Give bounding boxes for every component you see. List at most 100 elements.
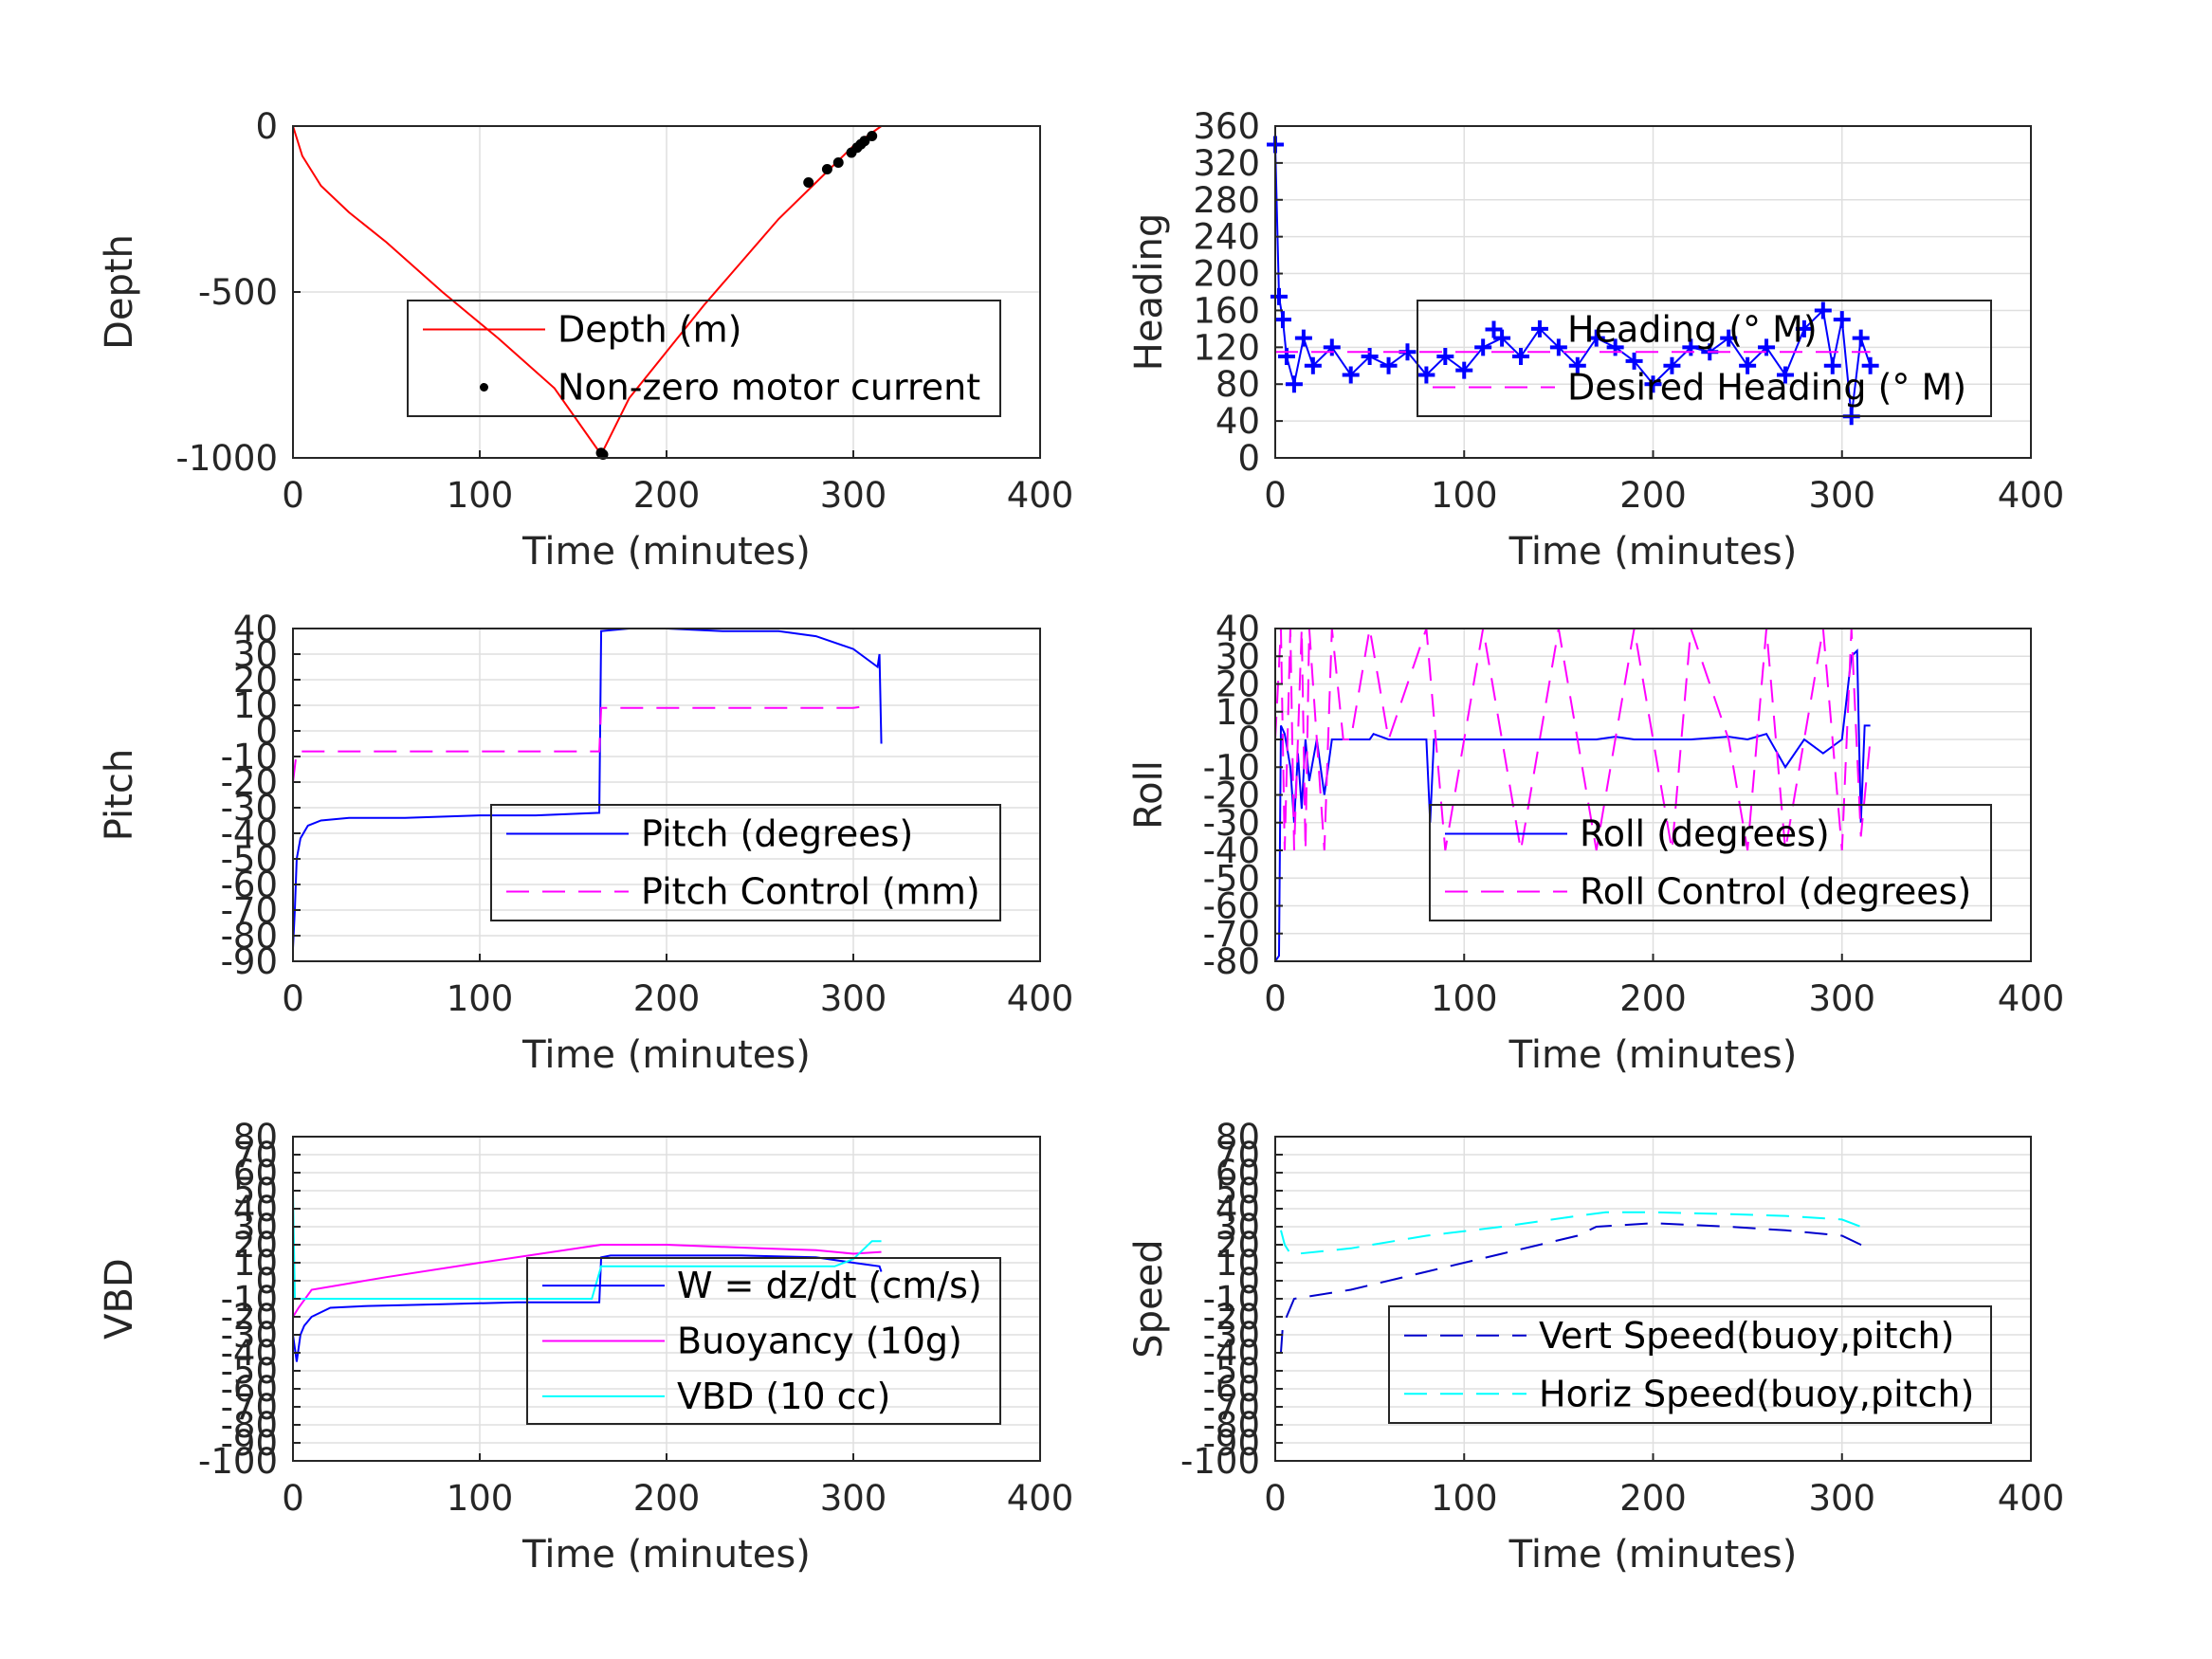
y-tick-label: 30: [1216, 1207, 1260, 1248]
legend-entry: Horiz Speed(buoy,pitch): [1539, 1373, 1974, 1414]
y-tick-label: -90: [1203, 1423, 1260, 1464]
y-tick-label: 20: [233, 660, 278, 701]
x-tick-label: 100: [1431, 475, 1498, 516]
data-point: [1758, 338, 1776, 356]
y-tick-label: -60: [1203, 886, 1260, 927]
y-tick-label: -20: [221, 762, 278, 803]
series-line: [1280, 1211, 1871, 1255]
y-tick-label: 0: [1237, 438, 1260, 479]
x-tick-label: 200: [633, 475, 701, 516]
x-tick-label: 200: [1619, 475, 1687, 516]
data-point: [859, 136, 870, 147]
data-point: [1549, 338, 1567, 356]
y-tick-label: 30: [233, 1207, 278, 1248]
y-axis-label: Depth: [98, 234, 141, 350]
x-tick-label: 400: [1007, 978, 1074, 1019]
legend-box: [1417, 300, 1992, 417]
x-tick-label: 400: [1998, 1478, 2065, 1519]
y-tick-label: 0: [1237, 720, 1260, 760]
data-point: [1852, 329, 1870, 347]
x-axis-label: Time (minutes): [1508, 530, 1798, 574]
y-tick-label: 40: [233, 609, 278, 649]
y-tick-label: -500: [198, 272, 278, 313]
data-point: [1323, 338, 1341, 356]
series-1: [1267, 136, 1879, 426]
y-tick-label: 40: [233, 1189, 278, 1230]
y-tick-label: 20: [233, 1225, 278, 1266]
legend-swatch: [480, 383, 488, 392]
legend-entry: Non-zero motor current: [558, 367, 980, 409]
legend: Pitch (degrees) Pitch Control (mm): [490, 804, 1001, 921]
data-point: [867, 131, 878, 141]
y-tick-label: -80: [221, 1405, 278, 1446]
data-point: [832, 157, 844, 168]
data-point: [1823, 356, 1841, 374]
y-tick-label: 320: [1193, 143, 1260, 184]
chart-panel-1: 0 100 200 300 400 -1000 -500 0 Time (minutes) Dep…: [98, 106, 1073, 574]
x-tick-label: 0: [282, 1478, 304, 1519]
legend-entry: Buoyancy (10g): [677, 1321, 962, 1362]
y-tick-label: -70: [1203, 1387, 1260, 1428]
data-point: [1861, 356, 1879, 374]
legend-entry: VBD (10 cc): [677, 1376, 890, 1417]
series-line: [1274, 648, 1871, 962]
chart-panel-3: 0 100 200 300 400-90-80-70-60-50-40-30-20-10…: [98, 609, 1073, 1077]
y-axis-label: Speed: [1127, 1239, 1171, 1358]
y-tick-label: -10: [1203, 747, 1260, 788]
x-tick-label: 300: [1808, 1478, 1875, 1519]
data-point: [803, 177, 814, 188]
data-point: [1493, 329, 1511, 347]
y-tick-label: -40: [221, 1333, 278, 1374]
y-tick-label: -30: [1203, 1315, 1260, 1356]
x-tick-label: 0: [1264, 475, 1287, 516]
legend: Vert Speed(buoy,pitch) Horiz Speed(buoy,p…: [1388, 1305, 1992, 1424]
y-tick-label: -80: [1203, 1405, 1260, 1446]
legend-entry: Desired Heading (° M): [1567, 367, 1966, 409]
y-axis-label: Pitch: [98, 749, 141, 841]
data-point: [1342, 366, 1360, 384]
y-tick-label: -60: [221, 865, 278, 905]
data-point: [1380, 356, 1398, 374]
y-tick-label: -10: [221, 737, 278, 777]
y-tick-label: 10: [1216, 1243, 1260, 1284]
data-point: [1814, 301, 1832, 319]
x-tick-label: 300: [820, 978, 887, 1019]
legend-box: [526, 1257, 1001, 1425]
y-tick-label: 20: [1216, 665, 1260, 705]
legend-entry: Roll Control (degrees): [1580, 871, 1971, 913]
x-axis-label: Time (minutes): [1508, 1033, 1798, 1077]
legend-entry: Heading (° M): [1567, 309, 1818, 351]
y-axis-label: Heading: [1127, 213, 1171, 371]
y-tick-label: 0: [255, 1261, 278, 1302]
data-point: [1277, 348, 1295, 366]
y-tick-label: -90: [221, 1423, 278, 1464]
y-tick-label: 240: [1193, 217, 1260, 258]
legend-box: [1429, 804, 1992, 921]
x-tick-label: 0: [1264, 978, 1287, 1019]
y-tick-label: -20: [221, 1297, 278, 1338]
y-tick-label: -100: [1180, 1441, 1260, 1482]
data-point: [1294, 329, 1312, 347]
x-tick-label: 200: [1619, 978, 1687, 1019]
x-tick-label: 100: [1431, 1478, 1498, 1519]
data-point: [1682, 338, 1700, 356]
data-point: [1568, 356, 1586, 374]
x-tick-label: 200: [633, 978, 701, 1019]
data-point: [1474, 338, 1492, 356]
legend-entry: Roll (degrees): [1580, 813, 1830, 855]
y-tick-label: -90: [221, 941, 278, 982]
x-axis-label: Time (minutes): [521, 1033, 811, 1077]
data-point: [1739, 356, 1757, 374]
chart-panel-6: 0 100 200 300 400-100-90-80-70-60-50-40-30-2…: [1127, 1117, 2064, 1577]
series-2: [1280, 1211, 1871, 1255]
data-point: [1625, 352, 1643, 370]
y-tick-label: -40: [221, 813, 278, 854]
y-tick-label: 60: [233, 1153, 278, 1194]
legend-entry: Vert Speed(buoy,pitch): [1539, 1315, 1954, 1357]
y-tick-label: 80: [1216, 1117, 1260, 1158]
y-tick-label: 0: [1237, 1261, 1260, 1302]
legend: Heading (° M) Desired Heading (° M): [1417, 300, 1992, 417]
y-tick-label: -1000: [175, 438, 278, 479]
y-tick-label: -60: [221, 1369, 278, 1410]
series-2: [292, 1244, 882, 1318]
